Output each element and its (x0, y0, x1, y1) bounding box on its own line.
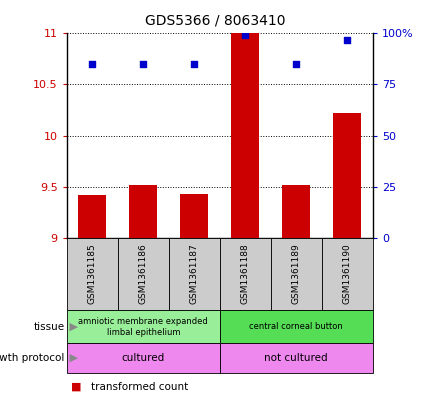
Point (190, 61, 197, 67)
Text: GSM1361189: GSM1361189 (291, 244, 300, 305)
Point (343, 37, 350, 43)
Bar (78, 195, 106, 238)
Text: GSM1361186: GSM1361186 (138, 244, 147, 305)
Bar (282, 185, 310, 238)
Bar (332, 113, 360, 238)
Point (292, 61, 299, 67)
Text: GSM1361190: GSM1361190 (342, 244, 351, 305)
Bar (129, 185, 157, 238)
Text: GSM1361185: GSM1361185 (88, 244, 97, 305)
Text: GSM1361188: GSM1361188 (240, 244, 249, 305)
Text: GDS5366 / 8063410: GDS5366 / 8063410 (145, 14, 285, 28)
Text: growth protocol: growth protocol (0, 353, 64, 363)
Text: ■: ■ (71, 382, 81, 392)
Bar (180, 194, 208, 238)
Text: GSM1361187: GSM1361187 (189, 244, 198, 305)
Point (241, 32, 248, 39)
Text: not cultured: not cultured (264, 353, 327, 363)
Text: amniotic membrane expanded
limbal epithelium: amniotic membrane expanded limbal epithe… (78, 316, 208, 337)
Bar (231, 33, 259, 238)
Text: ▶: ▶ (65, 353, 77, 363)
Point (89, 61, 95, 67)
Text: tissue: tissue (34, 321, 64, 332)
Text: ▶: ▶ (65, 321, 77, 332)
Text: central corneal button: central corneal button (249, 322, 342, 331)
Text: cultured: cultured (121, 353, 165, 363)
Point (139, 61, 146, 67)
Text: transformed count: transformed count (90, 382, 187, 392)
